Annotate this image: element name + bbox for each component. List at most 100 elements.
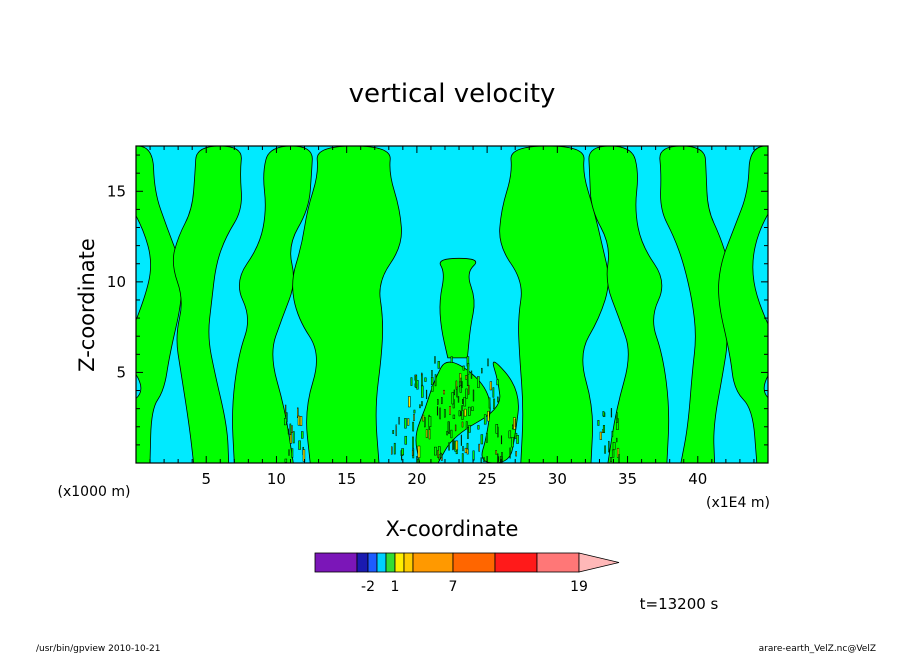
convective-cell	[434, 446, 437, 456]
convective-cell	[431, 385, 434, 392]
updraft-bands	[136, 146, 768, 463]
convective-cell	[602, 411, 605, 417]
updraft-region	[292, 146, 402, 463]
convective-cell	[493, 398, 496, 410]
convective-cell	[597, 420, 600, 426]
updraft-region	[439, 257, 477, 359]
convective-cell	[612, 442, 616, 450]
convective-cell	[289, 423, 292, 435]
plot-area	[136, 146, 768, 463]
colorbar-swatch	[314, 552, 358, 573]
convective-cell	[454, 424, 457, 432]
convective-cell	[602, 429, 604, 433]
convective-cell	[466, 375, 469, 386]
convective-cell	[464, 447, 467, 454]
convective-cell	[463, 408, 467, 417]
convective-cell	[478, 443, 480, 452]
colorbar-swatch	[494, 552, 538, 573]
convective-cell	[453, 389, 456, 396]
convective-cell	[508, 430, 512, 439]
convective-cell	[481, 367, 483, 374]
convective-cell	[421, 374, 423, 387]
convective-cell	[462, 398, 464, 404]
convective-cell	[450, 356, 453, 363]
convective-cell	[467, 363, 470, 375]
convective-cell	[285, 412, 288, 423]
convective-cell	[497, 453, 499, 463]
convective-cell	[492, 387, 495, 398]
convective-cell	[437, 399, 439, 405]
convective-cell	[462, 446, 464, 452]
convective-cell	[487, 410, 490, 422]
convective-cells	[284, 356, 620, 463]
x-tick-label: 15	[337, 470, 356, 488]
convective-cell	[466, 442, 469, 449]
convective-cell	[515, 451, 517, 457]
convective-cell	[460, 411, 462, 416]
convective-cell	[609, 457, 613, 462]
convective-cell	[428, 428, 431, 440]
convective-cell	[455, 380, 458, 390]
convective-cell	[468, 406, 471, 416]
convective-cell	[483, 457, 485, 462]
convective-cell	[509, 447, 511, 459]
convective-cell	[483, 414, 487, 425]
x-axis: 5 10 15 20 25 30 35 40	[149, 146, 755, 488]
convective-cell	[497, 396, 499, 403]
convective-cell	[514, 419, 516, 427]
convective-cell	[391, 446, 393, 455]
convective-cell	[417, 445, 421, 458]
convective-cell	[291, 425, 293, 433]
convective-cell	[458, 410, 461, 417]
colorbar-label: 19	[570, 579, 588, 595]
convective-cell	[495, 450, 497, 455]
convective-cell	[452, 439, 454, 451]
x-tick-label: 5	[201, 470, 211, 488]
convective-cell	[302, 449, 306, 462]
convective-cell	[392, 430, 395, 434]
convective-cell	[443, 409, 446, 418]
updraft-region	[588, 146, 670, 463]
convective-cell	[498, 456, 500, 462]
convective-cell	[285, 404, 287, 416]
convective-cell	[443, 389, 445, 395]
convective-cell	[480, 434, 484, 445]
convective-cell	[424, 377, 427, 382]
convective-cell	[447, 421, 450, 433]
convective-cell	[292, 431, 295, 444]
convective-cell	[467, 427, 469, 439]
convective-cell	[424, 417, 426, 428]
x-tick-label: 35	[618, 470, 637, 488]
convective-cell	[440, 452, 442, 458]
convective-cell	[413, 409, 416, 414]
convective-cell	[431, 370, 433, 377]
x-axis-unit: (x1E4 m)	[706, 495, 770, 511]
convective-cell	[412, 421, 415, 432]
convective-cell	[461, 410, 464, 420]
y-tick-label: 10	[107, 273, 126, 291]
convective-cell	[472, 389, 475, 402]
convective-cell	[299, 416, 303, 426]
convective-cell	[452, 414, 456, 419]
updraft-region	[136, 146, 183, 463]
convective-cell	[599, 431, 602, 440]
convective-cell	[466, 448, 469, 455]
colorbar-arrow	[578, 552, 620, 573]
convective-cell	[463, 397, 467, 407]
colorbar: -2 1 7 19	[314, 552, 620, 595]
convective-cell	[428, 416, 432, 428]
colorbar-swatch	[536, 552, 580, 573]
footer-left: /usr/bin/gpview 2010-10-21	[36, 644, 160, 654]
convective-cell	[416, 458, 420, 463]
convective-cell	[404, 435, 407, 445]
convective-cell	[500, 435, 503, 445]
convective-cell	[465, 388, 468, 399]
convective-cell	[439, 407, 441, 420]
convective-cell	[497, 426, 499, 438]
convective-cell	[461, 421, 464, 428]
convective-cell	[496, 379, 499, 386]
convective-cell	[460, 434, 462, 446]
convective-cell	[487, 358, 489, 367]
convective-cell	[301, 431, 304, 439]
x-tick-label: 25	[478, 470, 497, 488]
